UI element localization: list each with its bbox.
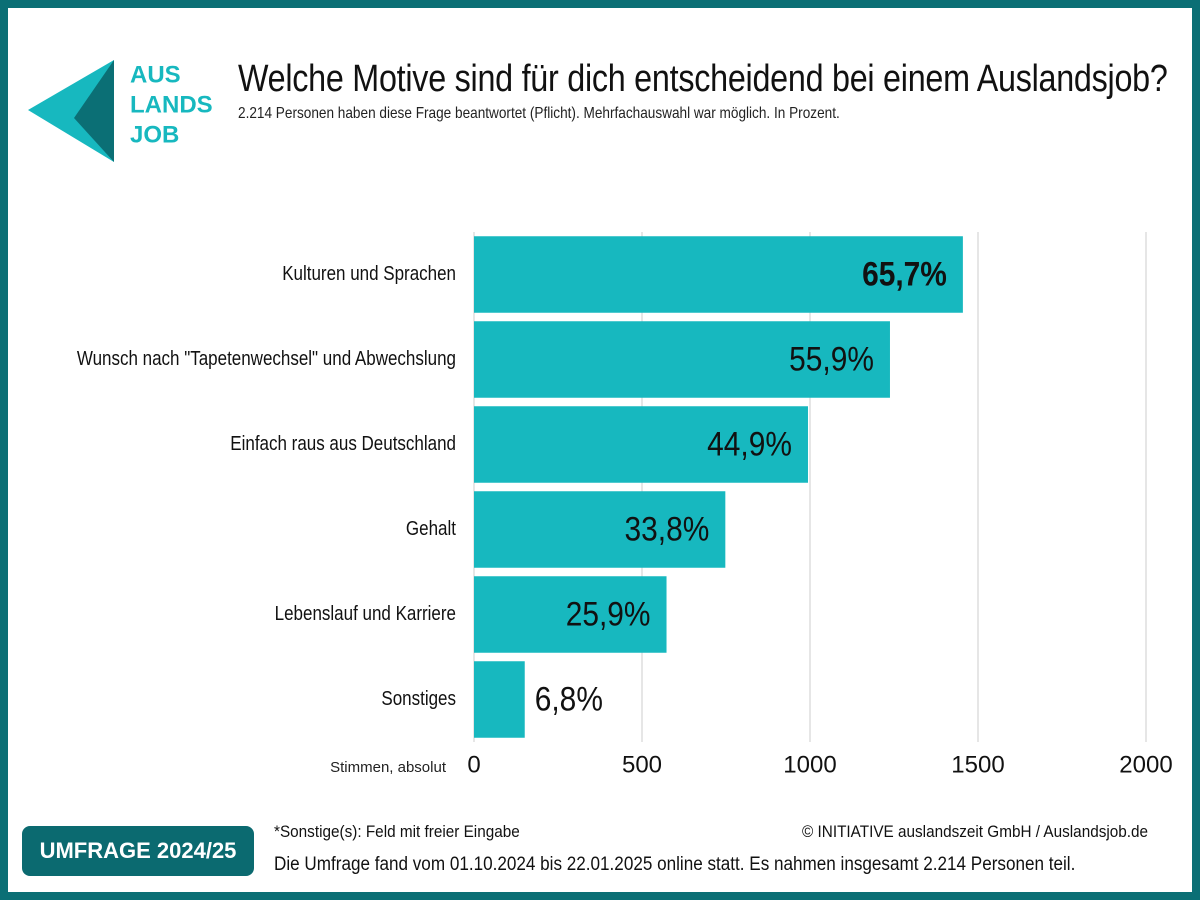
bar — [474, 406, 808, 483]
logo-text: LANDS — [130, 91, 213, 118]
value-label: 44,9% — [707, 425, 792, 463]
bar — [474, 661, 525, 738]
copyright: © INITIATIVE auslandszeit GmbH / Ausland… — [802, 822, 1149, 841]
x-tick-label: 2000 — [1119, 751, 1172, 778]
x-tick-label: 500 — [622, 751, 662, 778]
value-label: 55,9% — [789, 340, 874, 378]
logo-text: AUS — [130, 61, 181, 88]
chart-title: Welche Motive sind für dich entscheidend… — [238, 58, 1168, 100]
badge: UMFRAGE 2024/25 — [22, 826, 254, 876]
y-tick-label: Gehalt — [406, 516, 457, 539]
bar — [474, 236, 963, 313]
value-label: 65,7% — [862, 255, 947, 293]
value-label: 33,8% — [625, 510, 710, 548]
x-tick-label: 0 — [467, 751, 480, 778]
bar — [474, 491, 726, 568]
footnote: *Sonstige(s): Feld mit freier Eingabe — [274, 822, 520, 841]
x-tick-label: 1500 — [951, 751, 1004, 778]
y-tick-label: Kulturen und Sprachen — [282, 261, 456, 284]
y-tick-label: Sonstiges — [381, 686, 456, 709]
y-tick-label: Lebenslauf und Karriere — [275, 601, 456, 624]
logo-text: JOB — [130, 121, 179, 148]
bar — [474, 576, 667, 653]
bar — [474, 321, 890, 398]
y-tick-label: Wunsch nach "Tapetenwechsel" und Abwechs… — [77, 346, 456, 369]
chart-subtitle: 2.214 Personen haben diese Frage beantwo… — [238, 104, 840, 122]
header: Welche Motive sind für dich entscheidend… — [238, 56, 1173, 124]
x-axis-label: Stimmen, absolut — [330, 759, 447, 776]
y-tick-label: Einfach raus aus Deutschland — [230, 431, 456, 454]
logo: AUS LANDS JOB — [28, 60, 213, 162]
x-tick-label: 1000 — [783, 751, 836, 778]
logo-shape — [74, 60, 114, 162]
survey-info: Die Umfrage fand vom 01.10.2024 bis 22.0… — [274, 854, 1076, 875]
value-label: 6,8% — [535, 680, 603, 718]
chart: 0 500 1000 1500 2000 Stimmen, absolut Kulturen… — [77, 232, 1173, 778]
value-label: 25,9% — [566, 595, 651, 633]
